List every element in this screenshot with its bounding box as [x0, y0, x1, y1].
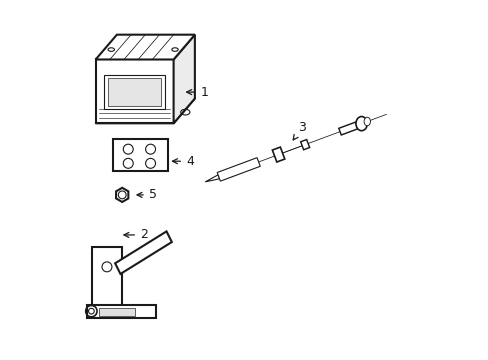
Polygon shape	[113, 139, 168, 171]
Polygon shape	[92, 247, 122, 313]
Polygon shape	[96, 99, 195, 123]
Polygon shape	[205, 175, 219, 182]
Text: 1: 1	[186, 86, 207, 99]
Ellipse shape	[123, 158, 133, 168]
Polygon shape	[173, 35, 195, 123]
Ellipse shape	[364, 117, 370, 126]
Polygon shape	[96, 59, 173, 123]
Text: 3: 3	[293, 121, 305, 140]
Polygon shape	[115, 231, 171, 274]
Ellipse shape	[145, 144, 155, 154]
Ellipse shape	[145, 158, 155, 168]
Polygon shape	[108, 78, 161, 107]
Polygon shape	[217, 158, 260, 181]
Ellipse shape	[123, 144, 133, 154]
Polygon shape	[86, 305, 156, 318]
Polygon shape	[104, 76, 164, 109]
Polygon shape	[300, 140, 309, 150]
Ellipse shape	[118, 191, 126, 199]
Polygon shape	[338, 122, 357, 135]
Polygon shape	[116, 188, 128, 202]
Polygon shape	[272, 147, 284, 162]
Polygon shape	[99, 307, 134, 316]
Text: 2: 2	[123, 229, 147, 242]
Ellipse shape	[355, 117, 366, 131]
Text: 4: 4	[172, 155, 194, 168]
Polygon shape	[96, 35, 195, 59]
Text: 5: 5	[137, 188, 157, 201]
